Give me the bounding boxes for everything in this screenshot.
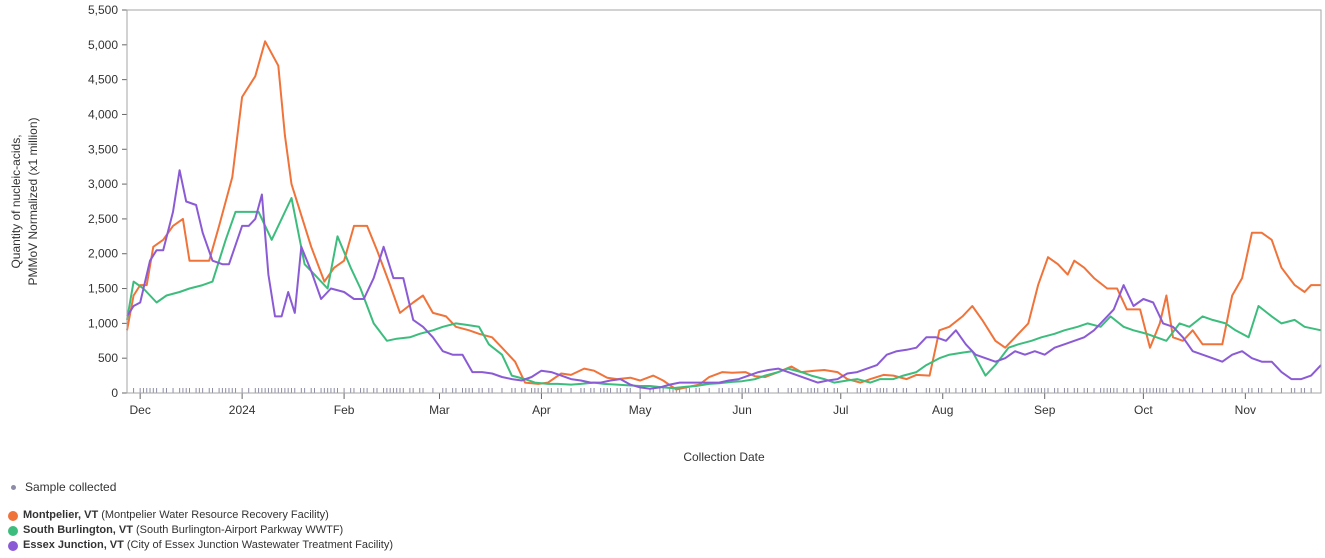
x-axis-title: Collection Date [683,450,765,464]
legend: Sample collected Montpelier, VT (Montpeli… [8,480,393,553]
y-tick-label: 2,500 [88,212,118,226]
x-axis: Dec 2024 Feb Mar Apr May Jun Jul Aug Sep Oct Nov [129,393,1256,417]
legend-series-name: Montpelier, VT [23,509,99,521]
y-tick-label: 2,000 [88,247,118,261]
series-line[interactable] [126,197,1322,390]
y-tick-label: 5,500 [88,3,118,17]
x-tick-label: Jul [833,403,848,417]
x-tick-label: Jun [732,403,751,417]
plot-frame [126,9,1322,394]
x-tick-label: Aug [932,403,953,417]
series-lines [126,40,1322,391]
legend-item[interactable]: South Burlington, VT (South Burlington-Ai… [8,523,393,538]
series-line[interactable] [126,169,1322,390]
x-tick-label: May [629,403,652,417]
x-tick-label: Nov [1235,403,1256,417]
x-tick-label: Sep [1034,403,1056,417]
legend-swatch-icon [8,540,18,551]
legend-item[interactable]: Montpelier, VT (Montpelier Water Resource… [8,508,393,523]
y-tick-label: 1,000 [88,316,118,330]
legend-item[interactable]: Essex Junction, VT (City of Essex Junctio… [8,538,393,553]
legend-series-list: Montpelier, VT (Montpelier Water Resource… [8,508,393,553]
y-tick-label: 5,000 [88,38,118,52]
y-tick-label: 0 [111,386,118,400]
legend-swatch-icon [8,510,18,521]
x-tick-label: Dec [129,403,150,417]
legend-series-name: Essex Junction, VT [23,539,124,551]
sample-dot-icon [11,485,16,490]
y-tick-label: 3,000 [88,177,118,191]
legend-label-sample-collected: Sample collected [25,480,117,494]
legend-series-name: South Burlington, VT [23,524,133,536]
x-tick-label: 2024 [229,403,256,417]
x-tick-label: Feb [334,403,355,417]
legend-facility-name: (Montpelier Water Resource Recovery Faci… [101,509,329,521]
y-axis-title-line2: PMMoV Normalized (x1 million) [26,117,40,285]
sample-collected-ticks [126,388,1322,393]
y-axis: 0 500 1,000 1,500 2,000 2,500 3,000 3,500 4,000 4… [88,3,127,400]
y-tick-label: 4,000 [88,107,118,121]
x-tick-label: Oct [1134,403,1153,417]
x-tick-label: Mar [429,403,450,417]
y-tick-label: 1,500 [88,282,118,296]
legend-swatch-icon [8,525,18,536]
legend-facility-name: (City of Essex Junction Wastewater Treat… [126,539,393,551]
series-line[interactable] [126,40,1321,391]
line-chart: 0 500 1,000 1,500 2,000 2,500 3,000 3,500 4,000 4… [9,3,1322,464]
x-tick-label: Apr [532,403,551,417]
y-tick-label: 4,500 [88,73,118,87]
y-axis-title-line1: Quantity of nucleic-acids, [9,134,23,268]
y-tick-label: 3,500 [88,142,118,156]
legend-item-sample-collected[interactable]: Sample collected [8,480,393,495]
legend-facility-name: (South Burlington-Airport Parkway WWTF) [135,524,344,536]
y-tick-label: 500 [98,351,118,365]
